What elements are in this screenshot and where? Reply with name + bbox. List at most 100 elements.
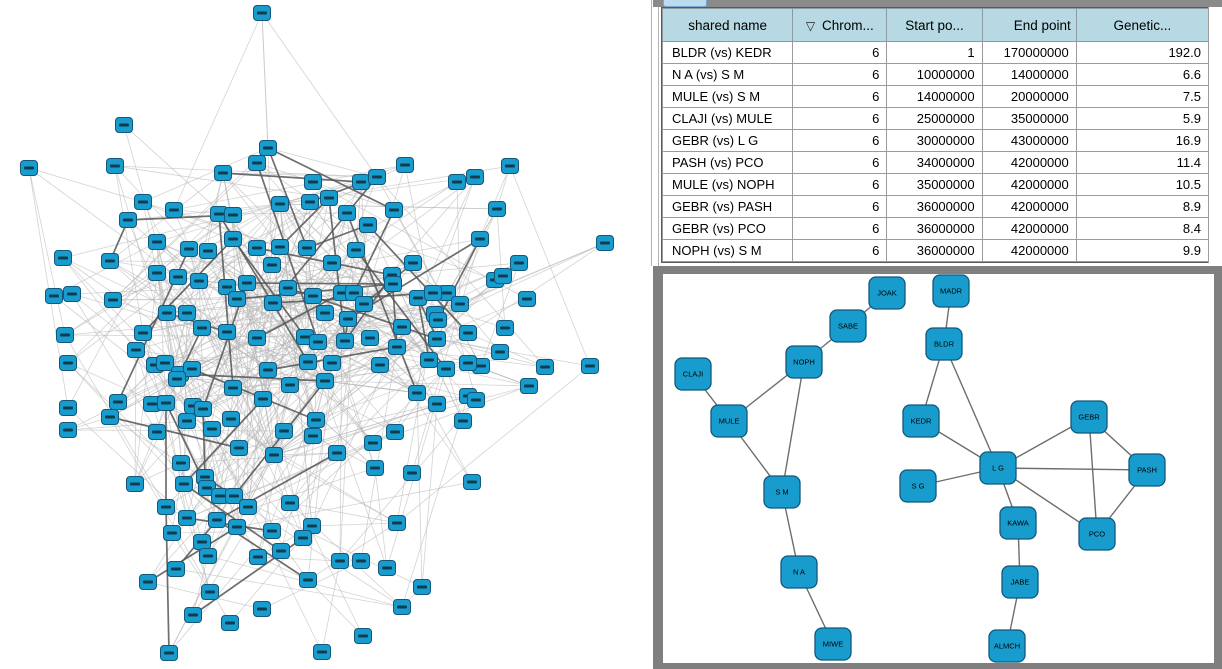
network-edge[interactable] [156,203,281,243]
network-edge[interactable] [302,318,349,539]
table-cell[interactable]: 35000000 [981,107,1077,130]
network-edge[interactable] [421,403,438,588]
table-cell[interactable]: 6 [792,129,888,152]
network-edge[interactable] [114,165,178,380]
table-row[interactable]: MULE (vs) NOPH 6 35000000 42000000 10.5 [661,173,1210,196]
node-miwe[interactable]: MIWE [814,627,852,661]
table-cell[interactable]: 6 [792,195,888,218]
table-cell[interactable]: 6 [792,107,888,130]
node-sabe[interactable]: SABE [829,309,867,343]
table-cell[interactable]: 6 [792,173,888,196]
network-edge[interactable] [311,297,419,527]
network-edge[interactable] [261,12,269,149]
network-edge[interactable] [222,172,378,178]
network-edge[interactable] [363,176,476,305]
table-cell[interactable]: 10.5 [1075,173,1210,196]
network-edge[interactable] [109,416,240,449]
network-edge[interactable] [171,530,273,534]
network-edge[interactable] [416,392,423,588]
network-edge[interactable] [164,346,398,364]
network-edge[interactable] [417,297,430,361]
network-edge[interactable] [246,274,393,284]
table-cell[interactable]: 20000000 [981,85,1077,108]
table-cell[interactable]: 6 [792,85,888,108]
network-edge[interactable] [434,238,481,315]
network-edge[interactable] [222,172,281,248]
network-edge[interactable] [236,481,473,528]
network-edge[interactable] [997,467,1148,471]
network-edge[interactable] [28,167,179,278]
network-edge[interactable] [191,368,317,421]
network-edge[interactable] [246,282,249,508]
network-edge[interactable] [67,213,220,364]
table-row[interactable]: GEBR (vs) PCO 6 36000000 42000000 8.4 [661,217,1210,240]
network-edge[interactable] [256,292,343,339]
network-edge[interactable] [114,165,144,334]
network-edge[interactable] [279,203,376,469]
table-cell[interactable]: 42000000 [981,239,1077,262]
network-edge[interactable] [321,560,341,653]
network-edge[interactable] [428,242,606,361]
network-edge[interactable] [134,349,137,485]
network-edge[interactable] [353,209,395,294]
node-kawa[interactable]: KAWA [999,506,1037,540]
network-edge[interactable] [459,303,501,353]
network-edge[interactable] [459,242,606,305]
node-l-g[interactable]: L G [979,451,1017,485]
column-header-genetic[interactable]: Genetic... [1075,8,1210,42]
network-edge[interactable] [396,365,591,524]
table-cell[interactable]: 36000000 [886,195,983,218]
network-edge[interactable] [171,532,211,593]
network-edge[interactable] [147,526,238,583]
network-edge[interactable] [62,257,166,364]
node-kedr[interactable]: KEDR [902,404,940,438]
network-edge[interactable] [324,364,381,382]
table-cell[interactable]: 192.0 [1075,41,1210,64]
network-edge[interactable] [257,556,341,562]
network-edge[interactable] [67,362,218,521]
network-edge[interactable] [67,238,234,364]
node-s-m[interactable]: S M [763,475,801,509]
table-row[interactable]: BLDR (vs) KEDR 6 1 170000000 192.0 [661,41,1210,64]
table-cell[interactable]: 42000000 [981,151,1077,174]
network-edge[interactable] [312,176,476,297]
table-cell[interactable]: 6 [792,41,888,64]
network-edge[interactable] [336,359,430,454]
table-cell[interactable]: GEBR (vs) PASH [661,195,794,218]
network-edge[interactable] [280,380,326,552]
table-cell[interactable]: BLDR (vs) KEDR [661,41,794,64]
network-edge[interactable] [206,403,438,489]
network-edge[interactable] [411,238,481,474]
table-cell[interactable]: 11.4 [1075,151,1210,174]
network-edge[interactable] [127,203,281,221]
table-cell[interactable]: 1 [886,41,983,64]
network-edge[interactable] [324,380,418,394]
network-edge[interactable] [112,214,234,301]
column-header-shared-name[interactable]: shared name [661,8,794,42]
table-cell[interactable]: GEBR (vs) L G [661,129,794,152]
network-edge[interactable] [396,313,436,524]
network-edge[interactable] [175,568,403,608]
table-cell[interactable]: 35000000 [886,173,983,196]
network-edge[interactable] [222,172,362,183]
table-cell[interactable]: 8.9 [1075,195,1210,218]
network-edge[interactable] [289,502,398,524]
table-cell[interactable]: 5.9 [1075,107,1210,130]
network-edge[interactable] [271,264,447,370]
network-edge[interactable] [437,238,481,321]
network-edge[interactable] [306,224,369,249]
network-edge[interactable] [192,419,317,616]
table-row[interactable]: GEBR (vs) L G 6 30000000 43000000 16.9 [661,129,1210,152]
network-edge[interactable] [232,238,306,338]
node-claji[interactable]: CLAJI [674,357,712,391]
network-edge[interactable] [1088,416,1098,535]
network-edge[interactable] [312,181,395,211]
network-edge[interactable] [273,452,338,456]
network-edge[interactable] [307,579,364,637]
table-cell[interactable]: 36000000 [886,239,983,262]
table-cell[interactable]: GEBR (vs) PCO [661,217,794,240]
node-madr[interactable]: MADR [932,274,970,308]
table-cell[interactable]: 6 [792,63,888,86]
table-cell[interactable]: PASH (vs) PCO [661,151,794,174]
table-row[interactable]: PASH (vs) PCO 6 34000000 42000000 11.4 [661,151,1210,174]
